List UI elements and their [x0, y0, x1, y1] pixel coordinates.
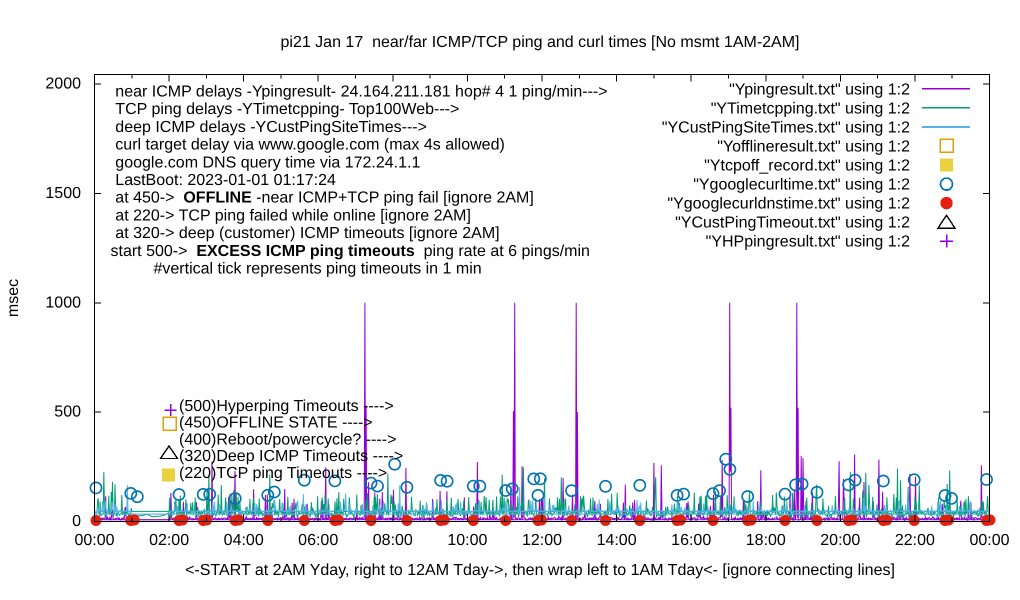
svg-text:LastBoot: 2023-01-01 01:17:24: LastBoot: 2023-01-01 01:17:24 — [115, 172, 336, 189]
svg-text:500: 500 — [54, 404, 81, 421]
svg-text:0: 0 — [72, 513, 81, 530]
svg-text:#vertical tick represents ping: #vertical tick represents ping timeouts … — [154, 261, 482, 278]
svg-text:(220)TCP ping Timeouts ---->: (220)TCP ping Timeouts ----> — [179, 465, 387, 482]
svg-text:TCP ping delays -YTimetcpping-: TCP ping delays -YTimetcpping- Top100Web… — [115, 101, 459, 118]
svg-text:00:00: 00:00 — [74, 532, 114, 549]
svg-text:(500)Hyperping Timeouts ---->: (500)Hyperping Timeouts ----> — [179, 398, 394, 415]
svg-text:deep ICMP delays -YCustPingSit: deep ICMP delays -YCustPingSiteTimes---> — [115, 119, 427, 136]
svg-text:"YHPpingresult.txt" using 1:2: "YHPpingresult.txt" using 1:2 — [706, 234, 910, 251]
svg-text:14:00: 14:00 — [597, 532, 637, 549]
svg-text:08:00: 08:00 — [373, 532, 413, 549]
svg-text:1500: 1500 — [45, 185, 81, 202]
svg-text:"Ytcpoff_record.txt" using 1:2: "Ytcpoff_record.txt" using 1:2 — [704, 158, 910, 175]
svg-text:start 500-> EXCESS ICMP ping: start 500-> EXCESS ICMP ping timeouts pi… — [111, 243, 590, 260]
svg-text:20:00: 20:00 — [820, 532, 860, 549]
svg-text:(450)OFFLINE STATE ---->: (450)OFFLINE STATE ----> — [179, 415, 373, 432]
svg-text:18:00: 18:00 — [746, 532, 786, 549]
svg-text:02:00: 02:00 — [149, 532, 189, 549]
svg-text:at 220-> TCP ping failed while: at 220-> TCP ping failed while online [i… — [115, 207, 471, 224]
svg-text:pi21 Jan 17 near/far ICMP/TCP: pi21 Jan 17 near/far ICMP/TCP ping and c… — [280, 34, 799, 51]
svg-text:"Ygooglecurltime.txt" using 1:: "Ygooglecurltime.txt" using 1:2 — [693, 177, 910, 194]
svg-text:google.com DNS query time via: google.com DNS query time via 172.24.1.1 — [115, 154, 420, 171]
svg-text:"YCustPingTimeout.txt" using 1: "YCustPingTimeout.txt" using 1:2 — [675, 215, 910, 232]
svg-text:<-START at 2AM Yday, right to: <-START at 2AM Yday, right to 12AM Tday-… — [185, 562, 895, 579]
svg-text:1000: 1000 — [45, 294, 81, 311]
svg-text:"YCustPingSiteTimes.txt" using: "YCustPingSiteTimes.txt" using 1:2 — [662, 119, 910, 136]
svg-text:"Yofflineresult.txt" using 1:2: "Yofflineresult.txt" using 1:2 — [717, 138, 910, 155]
svg-text:at 320-> deep (customer) ICMP: at 320-> deep (customer) ICMP timeouts [… — [115, 225, 499, 242]
svg-text:"Ypingresult.txt" using 1:2: "Ypingresult.txt" using 1:2 — [729, 81, 910, 98]
svg-text:10:00: 10:00 — [447, 532, 487, 549]
svg-text:06:00: 06:00 — [298, 532, 338, 549]
svg-text:(400)Reboot/powercycle? ---->: (400)Reboot/powercycle? ----> — [179, 431, 396, 448]
svg-text:curl target delay via www.goog: curl target delay via www.google.com (ma… — [115, 137, 505, 154]
svg-text:00:00: 00:00 — [969, 532, 1009, 549]
svg-text:msec: msec — [5, 279, 22, 317]
svg-text:2000: 2000 — [45, 76, 81, 93]
svg-text:"Ygooglecurldnstime.txt" using: "Ygooglecurldnstime.txt" using 1:2 — [667, 196, 910, 213]
svg-text:16:00: 16:00 — [671, 532, 711, 549]
svg-text:12:00: 12:00 — [522, 532, 562, 549]
svg-text:"YTimetcpping.txt" using 1:2: "YTimetcpping.txt" using 1:2 — [711, 100, 910, 117]
svg-text:near ICMP delays -Ypingresult-: near ICMP delays -Ypingresult- 24.164.21… — [115, 84, 607, 101]
svg-text:at 450-> OFFLINE -near ICMP+T: at 450-> OFFLINE -near ICMP+TCP ping fai… — [115, 190, 534, 207]
svg-text:04:00: 04:00 — [224, 532, 264, 549]
svg-text:(320)Deep ICMP Timeouts ---->: (320)Deep ICMP Timeouts ----> — [179, 448, 403, 465]
svg-text:22:00: 22:00 — [895, 532, 935, 549]
